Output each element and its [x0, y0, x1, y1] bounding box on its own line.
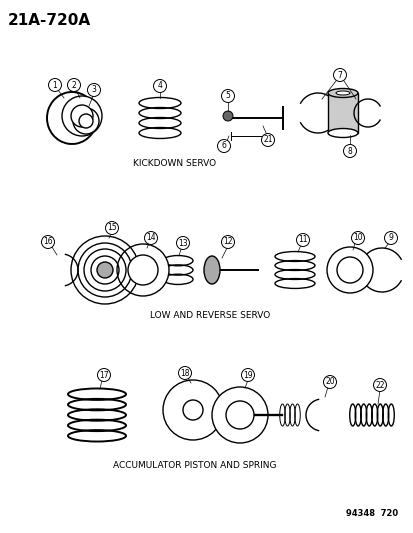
Circle shape — [144, 231, 157, 245]
Ellipse shape — [327, 88, 357, 98]
Circle shape — [323, 376, 336, 389]
Text: 11: 11 — [297, 236, 307, 245]
Circle shape — [373, 378, 386, 392]
Circle shape — [343, 144, 356, 157]
Circle shape — [221, 90, 234, 102]
Ellipse shape — [335, 91, 349, 95]
Text: 1: 1 — [52, 80, 57, 90]
Text: LOW AND REVERSE SERVO: LOW AND REVERSE SERVO — [150, 311, 269, 319]
Circle shape — [153, 79, 166, 93]
Text: 3: 3 — [91, 85, 96, 94]
Circle shape — [183, 400, 202, 420]
Text: 17: 17 — [99, 370, 109, 379]
Text: ACCUMULATOR PISTON AND SPRING: ACCUMULATOR PISTON AND SPRING — [113, 461, 276, 470]
Ellipse shape — [204, 256, 219, 284]
Circle shape — [223, 111, 233, 121]
Text: 15: 15 — [107, 223, 116, 232]
Circle shape — [117, 244, 169, 296]
Circle shape — [176, 237, 189, 249]
Text: 6: 6 — [221, 141, 226, 150]
Text: 13: 13 — [178, 238, 188, 247]
Text: 10: 10 — [352, 233, 362, 243]
Text: KICKDOWN SERVO: KICKDOWN SERVO — [133, 158, 216, 167]
Circle shape — [333, 69, 346, 82]
Circle shape — [296, 233, 309, 246]
Circle shape — [163, 380, 223, 440]
Text: 14: 14 — [146, 233, 155, 243]
Circle shape — [97, 368, 110, 382]
Circle shape — [48, 78, 62, 92]
Circle shape — [326, 247, 372, 293]
Bar — [327, 93, 357, 133]
Text: 22: 22 — [374, 381, 384, 390]
Text: 19: 19 — [242, 370, 252, 379]
Circle shape — [336, 257, 362, 283]
Text: 2: 2 — [71, 80, 76, 90]
Text: 12: 12 — [223, 238, 232, 246]
Text: 16: 16 — [43, 238, 53, 246]
Circle shape — [105, 222, 118, 235]
Circle shape — [241, 368, 254, 382]
Text: 21: 21 — [263, 135, 272, 144]
Text: 7: 7 — [337, 70, 342, 79]
Circle shape — [211, 387, 267, 443]
Text: 21A-720A: 21A-720A — [8, 13, 91, 28]
Circle shape — [178, 367, 191, 379]
Circle shape — [73, 108, 99, 134]
Circle shape — [87, 84, 100, 96]
Circle shape — [261, 133, 274, 147]
Circle shape — [71, 105, 93, 127]
Circle shape — [41, 236, 55, 248]
Text: 8: 8 — [347, 147, 351, 156]
Text: 5: 5 — [225, 92, 230, 101]
Circle shape — [67, 78, 80, 92]
Circle shape — [97, 262, 113, 278]
Circle shape — [351, 231, 363, 245]
Circle shape — [128, 255, 158, 285]
Text: 94348  720: 94348 720 — [345, 508, 397, 518]
Text: 9: 9 — [388, 233, 392, 243]
Circle shape — [384, 231, 396, 245]
Text: 20: 20 — [324, 377, 334, 386]
Circle shape — [62, 96, 102, 136]
Text: 18: 18 — [180, 368, 189, 377]
Circle shape — [221, 236, 234, 248]
Text: 4: 4 — [157, 82, 162, 91]
Ellipse shape — [327, 128, 357, 138]
Circle shape — [79, 114, 93, 128]
Circle shape — [225, 401, 254, 429]
Circle shape — [217, 140, 230, 152]
